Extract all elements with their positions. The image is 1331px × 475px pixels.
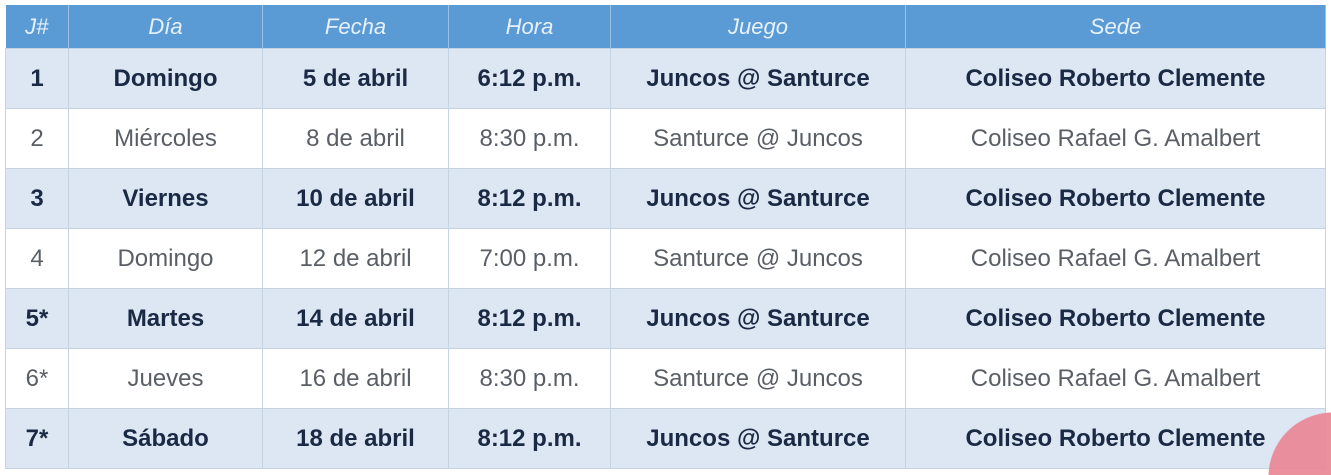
cell-game: Santurce @ Juncos	[610, 348, 906, 409]
cell-time: 7:00 p.m.	[448, 228, 611, 289]
cell-time: 6:12 p.m.	[448, 48, 611, 109]
cell-day: Martes	[68, 288, 263, 349]
cell-date: 8 de abril	[262, 108, 449, 169]
cell-date: 12 de abril	[262, 228, 449, 289]
cell-venue: Coliseo Rafael G. Amalbert	[905, 348, 1326, 409]
cell-game: Juncos @ Santurce	[610, 48, 906, 109]
cell-time: 8:12 p.m.	[448, 408, 611, 469]
table-row: 1 Domingo 5 de abril 6:12 p.m. Juncos @ Sant…	[5, 48, 1326, 109]
cell-day: Jueves	[68, 348, 263, 409]
cell-venue: Coliseo Rafael G. Amalbert	[905, 108, 1326, 169]
table-row: 4 Domingo 12 de abril 7:00 p.m. Santurce @ J…	[5, 228, 1326, 289]
header-row: J# Día Fecha Hora Juego Sede	[5, 5, 1326, 49]
cell-date: 14 de abril	[262, 288, 449, 349]
cell-game-number: 3	[5, 168, 69, 229]
header-date: Fecha	[262, 5, 449, 49]
table-row: 2 Miércoles 8 de abril 8:30 p.m. Santurce @ …	[5, 108, 1326, 169]
header-venue: Sede	[905, 5, 1326, 49]
cell-game: Santurce @ Juncos	[610, 228, 906, 289]
cell-time: 8:12 p.m.	[448, 168, 611, 229]
table-row: 6* Jueves 16 de abril 8:30 p.m. Santurce @ J…	[5, 348, 1326, 409]
decorative-circle	[1268, 412, 1331, 475]
cell-game-number: 2	[5, 108, 69, 169]
cell-date: 18 de abril	[262, 408, 449, 469]
cell-day: Domingo	[68, 48, 263, 109]
cell-venue: Coliseo Rafael G. Amalbert	[905, 228, 1326, 289]
cell-game: Juncos @ Santurce	[610, 168, 906, 229]
header-time: Hora	[448, 5, 611, 49]
table-row: 7* Sábado 18 de abril 8:12 p.m. Juncos @ San…	[5, 408, 1326, 469]
cell-venue: Coliseo Roberto Clemente	[905, 408, 1326, 469]
cell-game: Juncos @ Santurce	[610, 408, 906, 469]
header-game: Juego	[610, 5, 906, 49]
cell-game-number: 1	[5, 48, 69, 109]
cell-date: 16 de abril	[262, 348, 449, 409]
cell-day: Sábado	[68, 408, 263, 469]
cell-date: 10 de abril	[262, 168, 449, 229]
cell-game-number: 5*	[5, 288, 69, 349]
cell-time: 8:12 p.m.	[448, 288, 611, 349]
cell-day: Domingo	[68, 228, 263, 289]
cell-venue: Coliseo Roberto Clemente	[905, 288, 1326, 349]
table-row: 5* Martes 14 de abril 8:12 p.m. Juncos @ San…	[5, 288, 1326, 349]
cell-game-number: 4	[5, 228, 69, 289]
cell-venue: Coliseo Roberto Clemente	[905, 48, 1326, 109]
cell-game-number: 6*	[5, 348, 69, 409]
schedule-table: J# Día Fecha Hora Juego Sede 1 Domingo 5 de abr…	[5, 5, 1326, 469]
cell-day: Viernes	[68, 168, 263, 229]
cell-game: Juncos @ Santurce	[610, 288, 906, 349]
cell-venue: Coliseo Roberto Clemente	[905, 168, 1326, 229]
header-day: Día	[68, 5, 263, 49]
cell-day: Miércoles	[68, 108, 263, 169]
cell-game-number: 7*	[5, 408, 69, 469]
cell-time: 8:30 p.m.	[448, 348, 611, 409]
header-game-number: J#	[5, 5, 69, 49]
cell-date: 5 de abril	[262, 48, 449, 109]
cell-time: 8:30 p.m.	[448, 108, 611, 169]
cell-game: Santurce @ Juncos	[610, 108, 906, 169]
table-row: 3 Viernes 10 de abril 8:12 p.m. Juncos @ San…	[5, 168, 1326, 229]
